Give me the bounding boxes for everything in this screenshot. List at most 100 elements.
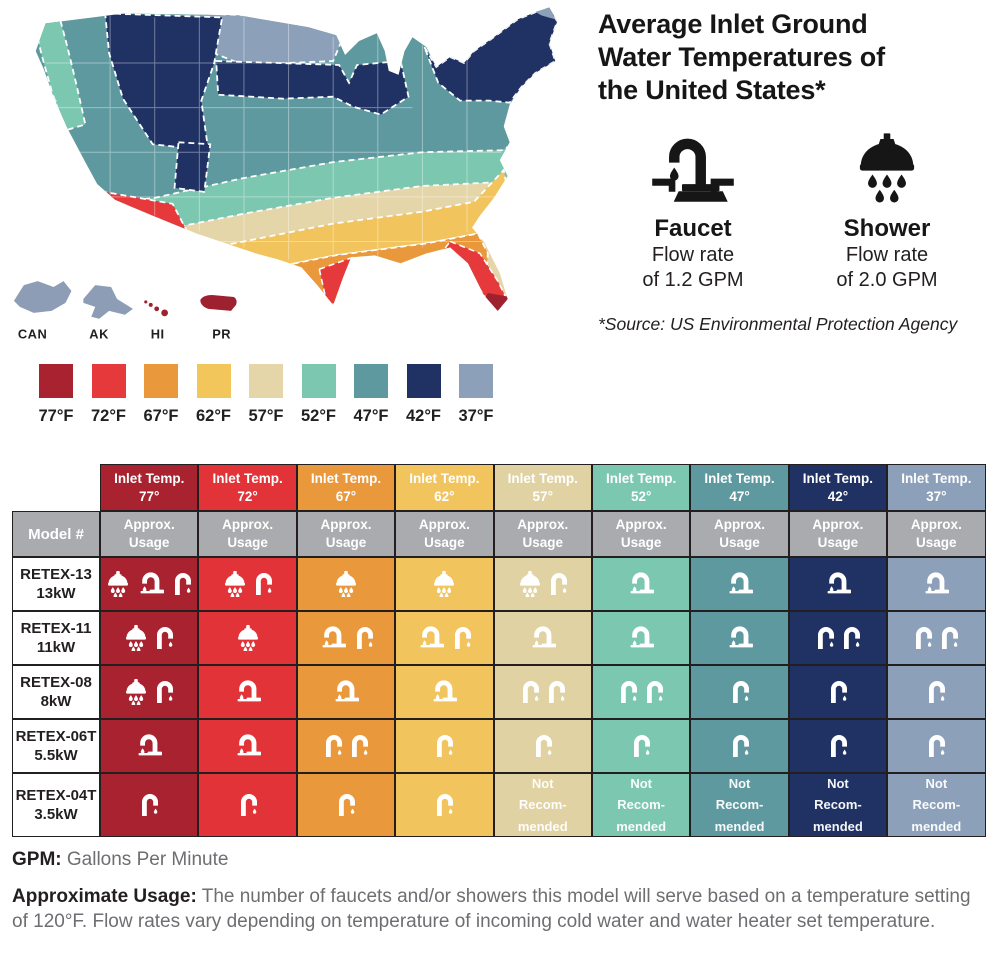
faucet-icon	[429, 679, 459, 705]
faucet-icon	[823, 571, 853, 597]
model-power: 5.5kW	[34, 747, 78, 764]
not-recommended-text: Not	[728, 775, 751, 791]
model-cell: RETEX-06T 5.5kW	[12, 719, 100, 773]
approx-usage-header: Approx. Usage	[100, 511, 199, 557]
model-name: RETEX-11	[20, 619, 92, 637]
usage-cell	[198, 719, 297, 773]
inlet-temp-header: Inlet Temp. 42°	[788, 464, 888, 511]
inlet-temp-value: 37°	[926, 488, 947, 504]
small-faucet-icon	[354, 625, 374, 651]
approx-usage-header: Approx. Usage	[198, 511, 297, 557]
usage-cell	[198, 665, 297, 719]
legend-label: 37°F	[458, 407, 494, 425]
not-recommended-text: mended	[714, 818, 765, 834]
legend-swatch	[249, 364, 283, 398]
legend-swatch	[354, 364, 388, 398]
approx-usage-label: Usage	[916, 535, 957, 550]
inlet-temp-value: 72°	[237, 488, 258, 504]
legend-swatch	[196, 364, 231, 398]
usage-cell	[788, 719, 888, 773]
faucet-icon	[331, 679, 361, 705]
canada-inset	[13, 281, 72, 313]
puerto-rico-inset	[200, 294, 237, 311]
approx-usage-label: Usage	[817, 535, 859, 550]
legend-item: 42°F	[400, 364, 448, 426]
model-cell: RETEX-11 11kW	[12, 611, 100, 665]
legend-swatch	[459, 364, 493, 398]
usage-cell	[887, 557, 986, 611]
faucet-fixture: Faucet Flow rate of 1.2 GPM	[610, 127, 776, 294]
inlet-temp-value: 67°	[335, 488, 357, 504]
shower-icon	[124, 625, 148, 651]
small-faucet-icon	[618, 679, 638, 705]
small-faucet-icon	[913, 625, 933, 651]
not-recommended-text: mended	[616, 818, 667, 834]
inlet-temp-value: 77°	[138, 488, 160, 504]
approx-usage-label: Approx.	[320, 517, 372, 533]
alaska-label: AK	[89, 327, 109, 342]
legend-item: 62°F	[190, 364, 238, 426]
legend-label: 42°F	[405, 407, 442, 425]
not-recommended-cell: Not Recom-mended	[493, 773, 592, 837]
inlet-temp-label: Inlet Temp.	[409, 470, 480, 486]
approx-usage-label: Approx.	[615, 517, 667, 533]
usage-table-wrap: Inlet Temp. 77° Inlet Temp. 72° Inlet Temp. 6…	[12, 464, 1000, 837]
legend-label: 52°F	[300, 407, 337, 425]
small-faucet-icon	[533, 733, 553, 759]
small-faucet-icon	[730, 733, 750, 759]
fixture-flow-rate: Flow rate	[845, 243, 929, 266]
legend-item: 37°F	[452, 364, 500, 426]
approx-usage-label: Approx.	[123, 517, 175, 533]
approx-usage-header: Approx. Usage	[395, 511, 494, 557]
small-faucet-icon	[238, 792, 258, 818]
usage-cell	[788, 665, 888, 719]
usage-table: Inlet Temp. 77° Inlet Temp. 72° Inlet Temp. 6…	[12, 464, 1000, 837]
approximate-usage-note: Approximate Usage: The number of faucets…	[12, 884, 974, 935]
model-name: RETEX-04T	[15, 786, 97, 804]
page-title: Average Inlet Ground	[598, 9, 868, 39]
table-corner-blank	[12, 464, 100, 511]
usage-cell	[493, 611, 592, 665]
not-recommended-cell: Not Recom-mended	[887, 773, 986, 837]
inlet-temp-label: Inlet Temp.	[606, 470, 677, 486]
not-recommended-cell: Not Recom-mended	[788, 773, 888, 837]
not-recommended-text: Recom-	[814, 797, 862, 813]
approx-usage-label: Approx.	[222, 517, 274, 533]
gpm-note: GPM: Gallons Per Minute	[12, 849, 974, 871]
small-faucet-icon	[336, 792, 356, 818]
small-faucet-icon	[452, 625, 472, 651]
usage-cell	[100, 665, 199, 719]
inlet-temp-label: Inlet Temp.	[310, 470, 382, 486]
inlet-temp-label: Inlet Temp.	[802, 470, 874, 486]
legend-item: 67°F	[137, 364, 185, 426]
shower-icon	[804, 127, 970, 207]
not-recommended-text: Not	[630, 775, 652, 791]
usage-cell	[395, 557, 494, 611]
faucet-icon	[626, 571, 656, 597]
usage-cell	[296, 557, 396, 611]
faucet-icon	[725, 571, 755, 597]
usage-cell	[100, 611, 199, 665]
approx-usage-label: Approx.	[714, 517, 766, 533]
usage-cell	[690, 611, 789, 665]
usage-cell	[788, 611, 888, 665]
small-faucet-icon	[828, 679, 848, 705]
small-faucet-icon	[841, 625, 861, 651]
not-recommended-cell: Not Recom-mended	[690, 773, 789, 837]
gpm-definition: Gallons Per Minute	[61, 849, 229, 870]
not-recommended-text: Recom-	[617, 797, 665, 813]
legend-item: 72°F	[85, 364, 133, 426]
page-title: Water Temperatures of	[598, 41, 885, 72]
fixture-legend: Faucet Flow rate of 1.2 GPM Shower Flow …	[598, 127, 994, 294]
small-faucet-icon	[172, 571, 192, 597]
model-power: 11kW	[36, 639, 76, 656]
faucet-icon	[136, 571, 166, 597]
legend-label: 47°F	[353, 407, 389, 425]
usage-cell	[100, 773, 199, 837]
legend-label: 57°F	[248, 407, 284, 425]
model-power: 8kW	[40, 693, 72, 710]
approx-usage-label: Usage	[620, 535, 662, 550]
usage-cell	[198, 557, 297, 611]
not-recommended-cell: Not Recom-mended	[591, 773, 691, 837]
usage-cell	[690, 557, 789, 611]
